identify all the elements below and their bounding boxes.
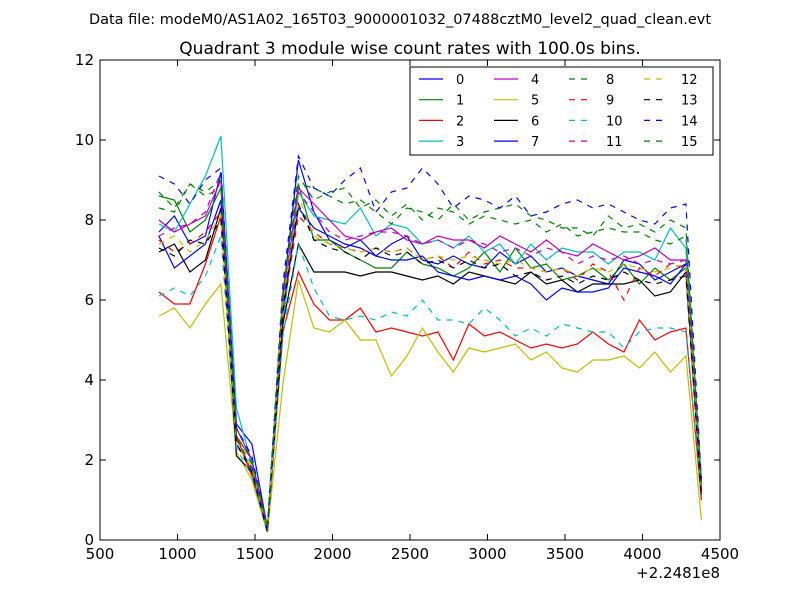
y-tick-label: 8 — [84, 211, 94, 229]
plot-area — [158, 135, 702, 533]
legend-label-8: 8 — [606, 73, 614, 88]
x-tick-label: 1000 — [158, 545, 196, 563]
chart-title: Quadrant 3 module wise count rates with … — [179, 39, 640, 59]
x-tick-label: 1500 — [236, 545, 274, 563]
legend-label-9: 9 — [606, 94, 614, 109]
axes: 500 1000 1500 2000 2500 3000 3500 4000 4500 0 2 4 6 8… — [75, 51, 739, 563]
y-tick-label: 4 — [84, 371, 94, 389]
series-line-10 — [158, 235, 702, 533]
series-line-15 — [158, 174, 702, 529]
legend-label-4: 4 — [531, 73, 539, 88]
series-line-5 — [158, 279, 702, 533]
legend-label-0: 0 — [456, 73, 464, 88]
x-tick-label: 3000 — [468, 545, 506, 563]
legend-label-15: 15 — [681, 135, 698, 150]
legend-label-11: 11 — [606, 135, 623, 150]
series-line-13 — [158, 201, 702, 533]
series-line-4 — [158, 179, 702, 529]
series-line-14 — [158, 153, 702, 529]
x-tick-label: 4000 — [623, 545, 661, 563]
legend-label-1: 1 — [456, 94, 464, 109]
series-line-8 — [158, 183, 702, 533]
x-tick-label: 500 — [86, 545, 115, 563]
legend-label-5: 5 — [531, 94, 539, 109]
x-tick-label: 4500 — [701, 545, 739, 563]
legend-label-3: 3 — [456, 135, 464, 150]
series-line-11 — [158, 171, 702, 529]
y-tick-label: 12 — [75, 51, 94, 69]
y-tick-label: 10 — [75, 131, 94, 149]
legend-label-7: 7 — [531, 135, 539, 150]
y-tick-label: 0 — [84, 531, 94, 549]
x-tick-label: 2500 — [391, 545, 429, 563]
x-offset-label: +2.2481e8 — [636, 564, 720, 582]
x-tick-label: 2000 — [313, 545, 351, 563]
legend-box — [409, 66, 714, 156]
legend-label-6: 6 — [531, 114, 539, 129]
legend-label-12: 12 — [681, 73, 698, 88]
x-tick-label: 3500 — [546, 545, 584, 563]
legend-label-2: 2 — [456, 114, 464, 129]
y-tick-label: 6 — [84, 291, 94, 309]
figure-suptitle: Data file: modeM0/AS1A02_165T03_90000010… — [89, 12, 711, 28]
legend-label-14: 14 — [681, 114, 698, 129]
legend-label-10: 10 — [606, 114, 623, 129]
y-tick-label: 2 — [84, 451, 94, 469]
legend-label-13: 13 — [681, 94, 698, 109]
series-line-12 — [158, 193, 702, 533]
